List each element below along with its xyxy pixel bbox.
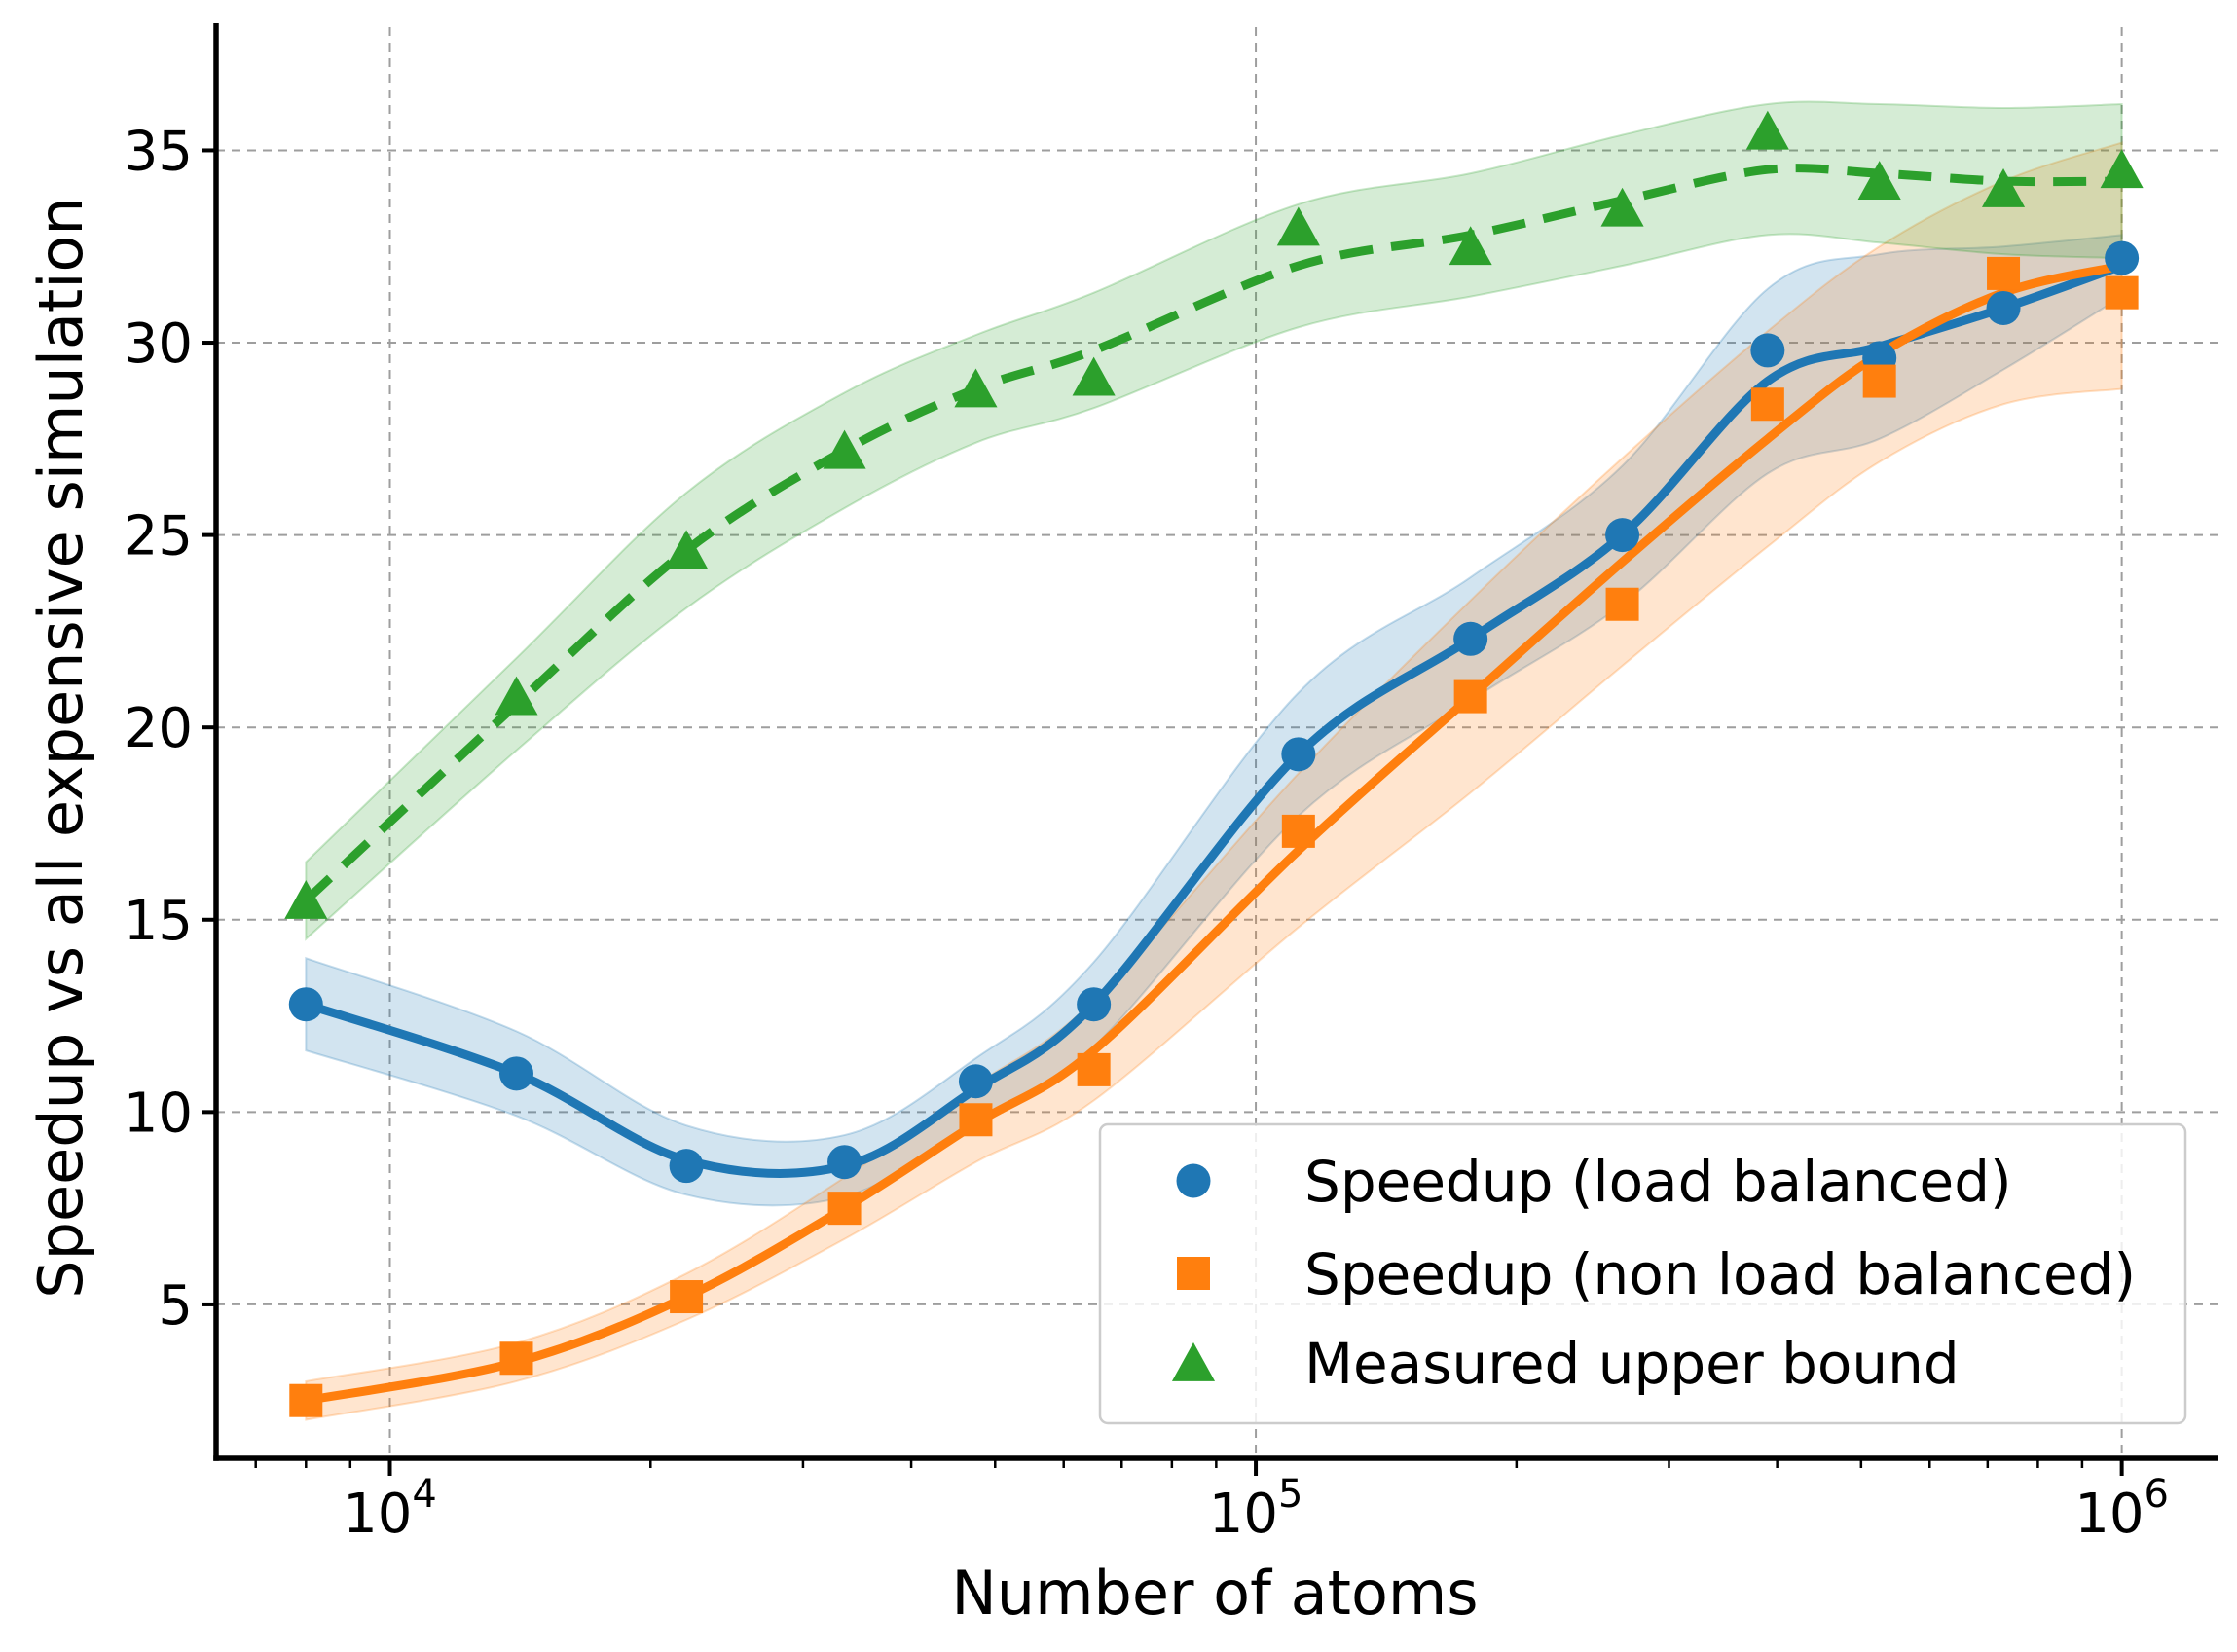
load-balanced-point bbox=[2105, 240, 2140, 275]
y-tick-label: 30 bbox=[124, 312, 193, 376]
legend: Speedup (load balanced) Speedup (non load… bbox=[1098, 1122, 2187, 1425]
legend-marker-upper-bound bbox=[1171, 1342, 1216, 1381]
non-load-balanced-point bbox=[2105, 275, 2139, 310]
x-tick-label: 104 bbox=[343, 1472, 437, 1546]
upper-bound-point bbox=[1981, 167, 2026, 207]
x-tick-label: 105 bbox=[1209, 1472, 1303, 1546]
load-balanced-point bbox=[827, 1145, 862, 1180]
non-load-balanced-point bbox=[289, 1383, 323, 1417]
non-load-balanced-point bbox=[499, 1341, 533, 1376]
data-markers bbox=[284, 110, 2144, 1417]
y-tick-label: 25 bbox=[124, 505, 193, 569]
upper-bound-point bbox=[2100, 149, 2144, 189]
load-balanced-fit-line bbox=[304, 261, 2124, 1178]
y-tick-label: 20 bbox=[124, 697, 193, 760]
non-load-balanced-point bbox=[1862, 364, 1896, 398]
y-tick-label: 10 bbox=[124, 1082, 193, 1145]
upper-bound-point bbox=[1449, 226, 1492, 266]
upper-bound-point bbox=[1745, 110, 1789, 150]
upper-bound-fit-line bbox=[303, 164, 2122, 904]
load-balanced-point bbox=[1077, 987, 1112, 1022]
y-axis-title: Speedup vs all expensive simulation bbox=[25, 197, 96, 1298]
legend-entry-load-balanced: Speedup (load balanced) bbox=[1176, 1149, 2012, 1215]
load-balanced-point bbox=[958, 1064, 993, 1099]
y-tick-label: 35 bbox=[124, 120, 193, 183]
x-tick-label: 106 bbox=[2074, 1472, 2169, 1546]
non-load-balanced-point bbox=[1077, 1052, 1111, 1086]
x-axis-title: Number of atoms bbox=[951, 1558, 1478, 1629]
load-balanced-point bbox=[1986, 290, 2021, 325]
non-load-balanced-point bbox=[1281, 814, 1315, 848]
upper-bound-point bbox=[284, 880, 328, 919]
legend-label-load-balanced: Speedup (load balanced) bbox=[1304, 1149, 2012, 1215]
upper-bound-point bbox=[954, 368, 998, 408]
legend-marker-load-balanced bbox=[1176, 1163, 1211, 1198]
upper-bound-point bbox=[495, 676, 538, 716]
upper-bound-point bbox=[1276, 206, 1320, 246]
axes bbox=[202, 23, 2218, 1476]
non-load-balanced-point bbox=[959, 1103, 993, 1137]
non-load-balanced-point bbox=[670, 1280, 704, 1314]
upper-bound-point bbox=[823, 429, 866, 469]
legend-entry-upper-bound: Measured upper bound bbox=[1171, 1331, 1960, 1397]
upper-bound-point bbox=[1072, 356, 1116, 396]
load-balanced-point bbox=[288, 987, 323, 1022]
legend-entry-non-load-balanced: Speedup (non load balanced) bbox=[1177, 1241, 2136, 1307]
load-balanced-point bbox=[498, 1056, 533, 1091]
upper-bound-point bbox=[1857, 161, 1901, 200]
upper-bound-point bbox=[665, 530, 709, 569]
non-load-balanced-point bbox=[1453, 679, 1487, 714]
load-balanced-point bbox=[1605, 518, 1640, 553]
y-tick-label: 5 bbox=[158, 1274, 193, 1338]
load-balanced-point bbox=[1281, 737, 1316, 772]
non-load-balanced-point bbox=[1987, 256, 2021, 290]
load-balanced-point bbox=[1750, 333, 1785, 368]
legend-label-upper-bound: Measured upper bound bbox=[1304, 1331, 1960, 1397]
non-load-balanced-point bbox=[1605, 587, 1639, 621]
legend-label-non-load-balanced: Speedup (non load balanced) bbox=[1304, 1241, 2136, 1307]
y-tick-label: 15 bbox=[124, 890, 193, 953]
load-balanced-point bbox=[669, 1149, 704, 1184]
legend-frame bbox=[1098, 1122, 2187, 1425]
non-load-balanced-point bbox=[827, 1192, 862, 1226]
load-balanced-point bbox=[1453, 621, 1488, 656]
tick-labels: 5 10 15 20 25 30 35 104 105 106 bbox=[124, 120, 2169, 1546]
upper-bound-point bbox=[1600, 187, 1644, 227]
legend-marker-non-load-balanced bbox=[1177, 1257, 1210, 1290]
non-load-balanced-point bbox=[1750, 387, 1784, 422]
